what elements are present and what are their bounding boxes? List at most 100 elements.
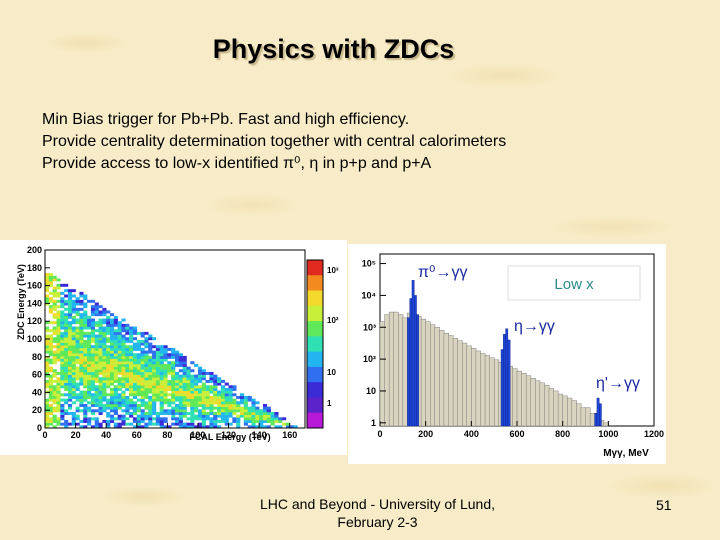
background-bar (576, 403, 582, 427)
heatmap-cell (117, 337, 122, 341)
heatmap-cell (121, 323, 126, 327)
heatmap-cell (243, 414, 248, 418)
heatmap-cell (102, 403, 107, 407)
heatmap-cell (87, 331, 92, 335)
heatmap-cell (56, 387, 61, 391)
heatmap-cell (125, 406, 130, 410)
heatmap-cell (228, 414, 233, 418)
heatmap-cell (178, 374, 183, 378)
heatmap-cell (129, 363, 134, 367)
heatmap-cell (60, 374, 65, 378)
heatmap-cell (110, 363, 115, 367)
heatmap-cell (251, 398, 256, 402)
heatmap-cell (144, 387, 149, 391)
heatmap-cell (113, 369, 118, 373)
heatmap-cell (132, 411, 138, 415)
heatmap-cell (197, 393, 203, 397)
heatmap-cell (159, 347, 164, 351)
heatmap-cell (148, 390, 153, 394)
heatmap-cell (178, 387, 183, 391)
heatmap-cell (190, 395, 195, 399)
heatmap-cell (155, 387, 161, 391)
heatmap-cell (113, 321, 118, 325)
heatmap-cell (247, 409, 252, 413)
heatmap-cell (75, 326, 80, 330)
heatmap-cell (213, 379, 218, 383)
spectrum-ytick-label: 1 (371, 418, 376, 428)
heatmap-cell (205, 393, 210, 397)
heatmap-cell (205, 406, 210, 410)
heatmap-cell (60, 318, 65, 322)
heatmap-cell (194, 390, 199, 394)
heatmap-cell (87, 395, 92, 399)
heatmap-cell (90, 369, 96, 373)
heatmap-cell (71, 353, 76, 357)
background-bar (471, 348, 477, 427)
heatmap-cell (71, 347, 76, 351)
heatmap-cell (262, 403, 268, 407)
heatmap-cell (251, 417, 256, 421)
heatmap-cell (167, 361, 172, 365)
heatmap-cell (217, 414, 222, 418)
heatmap-cell (125, 385, 130, 389)
heatmap-cell (79, 398, 84, 402)
heatmap-cell (152, 355, 157, 359)
heatmap-cell (98, 379, 103, 383)
heatmap-cell (48, 342, 53, 346)
heatmap-cell (106, 382, 111, 386)
heatmap-cell (117, 334, 122, 338)
heatmap-cell (90, 425, 96, 429)
background-bar (493, 359, 500, 427)
heatmap-cell (182, 379, 187, 383)
footer-conference: LHC and Beyond - University of Lund, Feb… (250, 495, 505, 531)
heatmap-cell (113, 422, 118, 426)
heatmap-cell (83, 398, 88, 402)
heatmap-cell (136, 425, 141, 429)
colorbar-segment (307, 382, 323, 398)
heatmap-cell (94, 310, 99, 314)
heatmap-cell (64, 358, 69, 362)
heatmap-cell (186, 393, 191, 397)
heatmap-cell (144, 331, 149, 335)
heatmap-cell (186, 401, 191, 405)
heatmap-cell (113, 355, 118, 359)
heatmap-cell (148, 398, 153, 402)
heatmap-cell (217, 395, 222, 399)
heatmap-cell (45, 382, 50, 386)
heatmap-cell (182, 363, 187, 367)
heatmap-cell (110, 382, 115, 386)
heatmap-cell (182, 414, 187, 418)
heatmap-cell (79, 419, 84, 423)
heatmap-cell (144, 385, 149, 389)
heatmap-cell (94, 395, 99, 399)
heatmap-xtick-label: 60 (132, 430, 142, 440)
mass-spectrum-panel: 0 200 400 600 800 1000 1200 1 10 10² 10³ 10⁴ 10⁵ Lo… (348, 244, 666, 464)
heatmap-cell (194, 403, 199, 407)
heatmap-cell (167, 379, 172, 383)
heatmap-cell (232, 419, 237, 423)
heatmap-cell (52, 286, 57, 290)
colorbar-segment (307, 351, 323, 368)
heatmap-cell (56, 406, 61, 410)
heatmap-cell (117, 350, 122, 354)
heatmap-cell (67, 403, 73, 407)
heatmap-cell (64, 398, 69, 402)
heatmap-cell (48, 283, 53, 287)
heatmap-cell (90, 385, 96, 389)
colorbar-segment (307, 397, 323, 414)
heatmap-cell (194, 398, 199, 402)
heatmap-cell (213, 417, 218, 421)
heatmap-cell (163, 345, 168, 349)
heatmap-cell (220, 395, 226, 399)
heatmap-cell (175, 385, 180, 389)
heatmap-cell (71, 361, 76, 365)
heatmap-cell (98, 395, 103, 399)
heatmap-cell (152, 369, 157, 373)
heatmap-cell (201, 422, 206, 426)
heatmap-xtick-label: 0 (42, 430, 47, 440)
heatmap-cell (247, 398, 252, 402)
heatmap-cell (220, 387, 226, 391)
heatmap-cell (90, 345, 96, 349)
heatmap-cell (48, 411, 53, 415)
heatmap-cell (79, 331, 84, 335)
